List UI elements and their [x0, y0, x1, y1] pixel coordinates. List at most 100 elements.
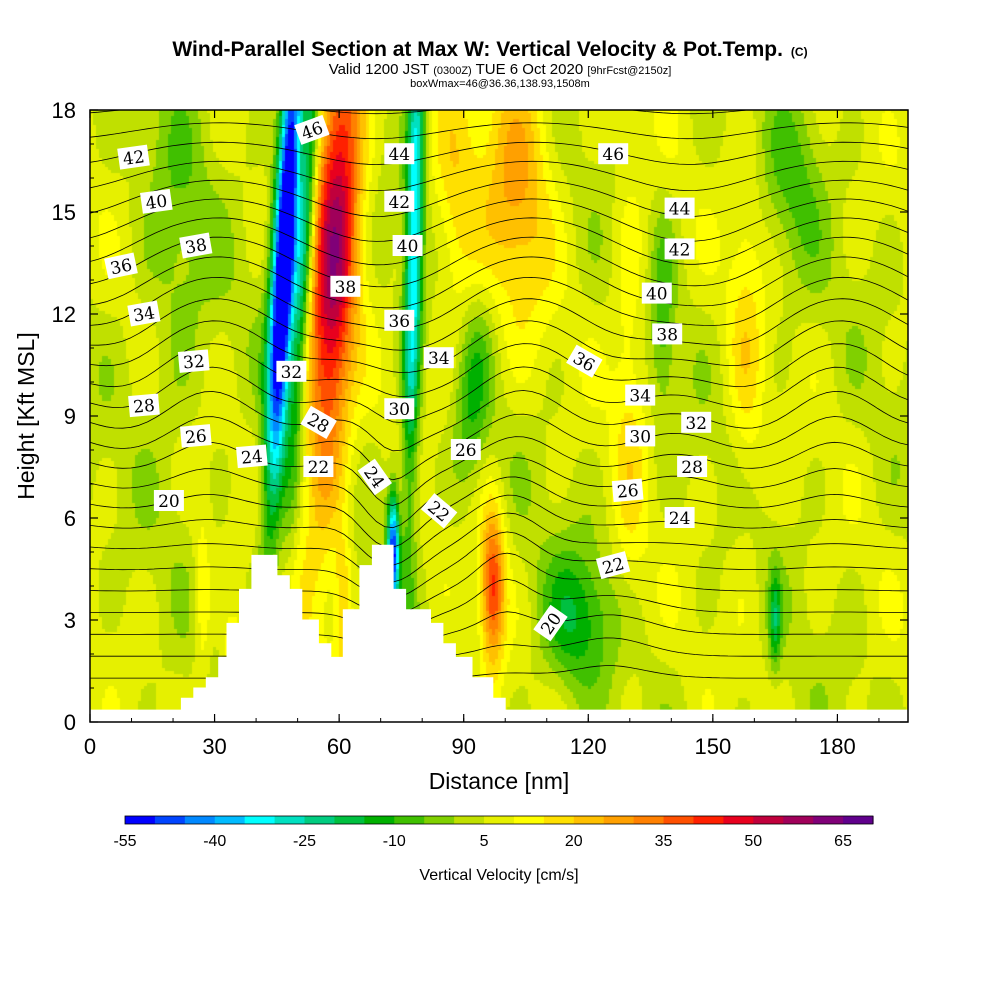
colorbar-swatch [154, 816, 186, 824]
colorbar-swatch [125, 816, 156, 824]
contour-label-text: 34 [428, 349, 450, 369]
contour-label-text: 24 [669, 509, 691, 529]
contour-label: 46 [598, 143, 629, 165]
contour-label: 36 [384, 309, 415, 332]
contour-label: 40 [641, 282, 672, 305]
colorbar-swatch [723, 816, 754, 824]
colorbar-tick-label: -10 [383, 833, 406, 850]
terrain [90, 544, 908, 722]
contour-label: 42 [117, 144, 150, 170]
theta-contour-36 [90, 298, 908, 351]
colorbar-swatch [843, 816, 874, 824]
colorbar-tick-label: 35 [655, 833, 673, 850]
colorbar-swatch [573, 816, 605, 824]
contour-label-text: 32 [685, 414, 707, 434]
y-tick-label: 9 [64, 404, 76, 429]
y-tick-label: 18 [52, 98, 76, 123]
colorbar-label: Vertical Velocity [cm/s] [419, 867, 578, 884]
contour-labels: 42 40 38 36 34 32 28 26 24 20 46 44 42 40 38 36 34 32 30 28… [104, 114, 712, 642]
contour-label: 44 [384, 143, 415, 165]
contour-label: 40 [140, 188, 173, 214]
contour-label-text: 42 [388, 193, 410, 213]
contour-label: 44 [664, 197, 695, 220]
colorbar-tick-label: -55 [113, 833, 136, 850]
colorbar-frame [124, 815, 874, 825]
colorbar-swatch [364, 816, 395, 824]
contour-label: 40 [392, 235, 423, 257]
contour-label-text: 38 [656, 325, 678, 345]
theta-contour-40 [90, 217, 908, 266]
colorbar-swatch [454, 816, 485, 824]
contour-label: 30 [625, 425, 656, 447]
contour-label-text: 36 [109, 255, 134, 279]
y-axis-label: Height [Kft MSL] [13, 332, 39, 499]
x-tick-label: 90 [451, 734, 475, 759]
contour-label: 46 [294, 114, 330, 145]
colorbar-swatch [424, 816, 455, 824]
theta-contour-43 [90, 160, 908, 192]
y-tick-label: 3 [64, 608, 76, 633]
x-axis-label: Distance [nm] [429, 768, 570, 794]
colorbar-swatch [214, 816, 246, 824]
vertical-velocity-field [90, 110, 908, 722]
x-tick-label: 60 [327, 734, 351, 759]
plot-area [90, 110, 908, 722]
contour-label: 42 [664, 238, 695, 260]
colorbar-swatch [513, 816, 545, 824]
contour-label-text: 42 [122, 147, 146, 170]
colorbar-swatch [783, 816, 814, 824]
contour-label-text: 24 [240, 447, 263, 469]
colorbar: -55 -40 -25 -10 5 20 35 50 65 [113, 815, 874, 850]
colorbar-tick-label: 5 [480, 833, 489, 850]
theta-contour-41 [90, 198, 908, 242]
y-tick-label: 12 [52, 302, 76, 327]
contour-label-text: 40 [646, 285, 668, 305]
y-tick-label: 0 [64, 710, 76, 735]
x-tick-label: 0 [84, 734, 96, 759]
contour-label: 34 [423, 347, 454, 369]
contour-label-text: 22 [308, 458, 330, 478]
contour-label-text: 30 [629, 427, 651, 447]
colorbar-swatch [753, 816, 784, 824]
contour-label: 28 [128, 393, 160, 418]
chart-subtitle-2: boxWmax=46@36.36,138.93,1508m [410, 78, 590, 90]
colorbar-swatch [693, 816, 724, 824]
contour-label: 34 [625, 384, 656, 407]
theta-contour-35 [90, 320, 908, 373]
theta-contour-34 [90, 343, 908, 397]
colorbar-tick-label: 20 [565, 833, 583, 850]
x-tick-label: 30 [202, 734, 226, 759]
contour-label: 28 [677, 456, 708, 478]
contour-label-text: 32 [182, 352, 205, 374]
contour-label-text: 44 [388, 145, 410, 165]
chart-title: Wind-Parallel Section at Max W: Vertical… [172, 38, 807, 61]
contour-label: 36 [104, 252, 138, 279]
copyright-mark: (C) [791, 45, 808, 59]
contour-label: 38 [179, 232, 213, 259]
colorbar-swatch [663, 816, 695, 824]
contour-label-text: 42 [669, 240, 691, 260]
colorbar-swatch [304, 816, 336, 824]
colorbar-swatch [184, 816, 216, 824]
colorbar-swatch [394, 816, 425, 824]
colorbar-swatch [334, 816, 365, 824]
contour-label: 32 [681, 411, 712, 434]
x-tick-label: 150 [694, 734, 731, 759]
contour-label-text: 44 [669, 200, 691, 220]
contour-label-text: 30 [388, 400, 410, 420]
theta-contour-30 [90, 436, 908, 506]
contour-label: 30 [384, 398, 415, 420]
x-axis: 0 30 60 90 120 150 180 [84, 110, 880, 759]
contour-label: 34 [127, 300, 161, 327]
contour-label: 38 [330, 275, 361, 298]
contour-label: 24 [664, 507, 695, 529]
contour-label: 26 [179, 424, 212, 448]
contour-label-text: 28 [132, 396, 155, 418]
colorbar-tick-label: 65 [834, 833, 852, 850]
colorbar-swatch [813, 816, 844, 824]
contour-label-text: 34 [629, 387, 651, 407]
contour-label: 38 [652, 323, 683, 345]
colorbar-swatch [484, 816, 515, 824]
colorbar-swatch [633, 816, 665, 824]
